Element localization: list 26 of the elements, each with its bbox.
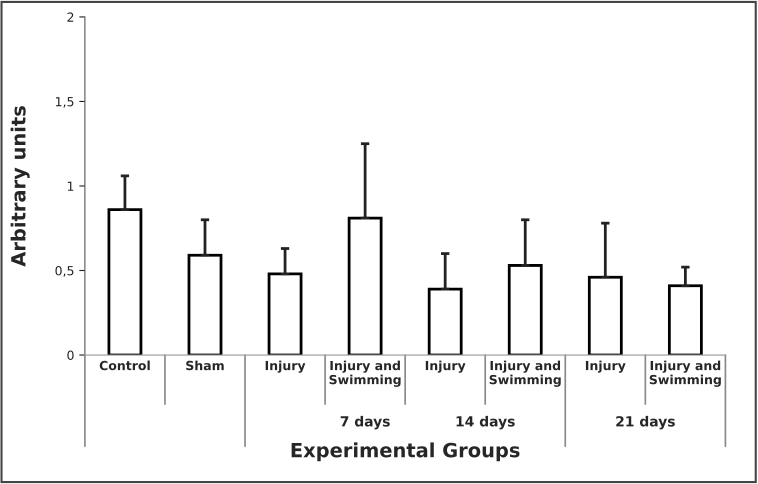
text: 14 days [456,416,515,430]
bar [668,284,703,356]
bar [508,264,543,356]
y-axis-title: Arbitrary units [10,106,30,267]
x-tick-label: Injury [426,360,466,373]
y-tick-label: 1,5 [56,97,74,108]
y-tick-label: 0 [67,350,74,360]
bar [188,254,222,356]
x-tick-label: Control [100,360,150,370]
x-tick-label: Injury [266,360,306,373]
x-tick-label: Injury and Swimming [330,360,401,387]
bar [268,272,302,356]
bar [428,288,463,356]
x-tick-label: Injury and Swimming [490,360,561,387]
text: 21 days [616,416,675,430]
y-tick-label: 0,5 [55,266,74,277]
x-axis-title: Experimental Groups [292,442,520,462]
text: 7 days [340,416,390,430]
y-tick-label: 1 [68,182,74,191]
bar [108,208,142,356]
x-tick-label: Sham [186,360,224,370]
x-tick-label: Injury and Swimming [650,360,721,387]
y-tick-label: 2 [67,12,74,22]
bar [588,276,623,356]
x-tick-label: Injury [586,360,626,373]
bar [348,216,383,356]
